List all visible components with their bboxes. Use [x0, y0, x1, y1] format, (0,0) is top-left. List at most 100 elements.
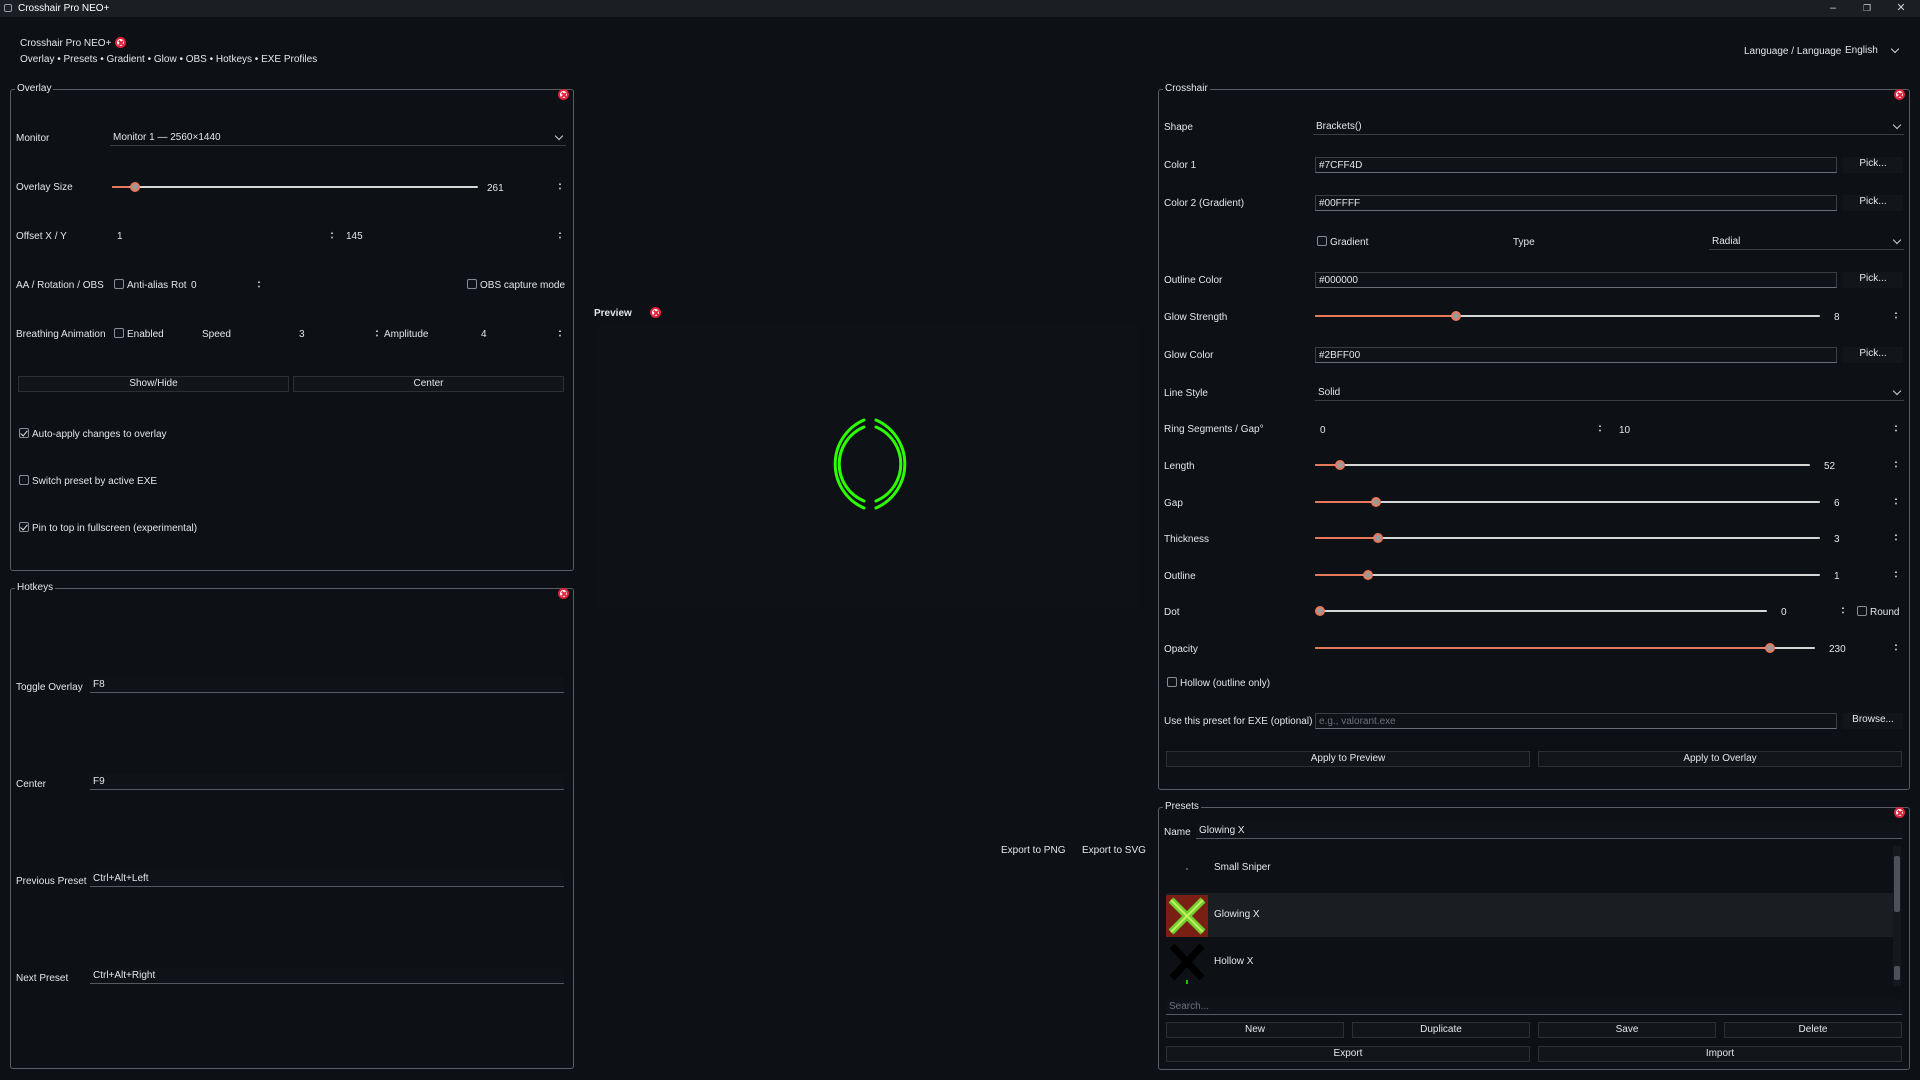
pick-glow-color-button[interactable]: Pick...	[1843, 347, 1903, 363]
preview-canvas	[594, 326, 1138, 608]
dot-spin[interactable]	[1840, 605, 1846, 615]
outline-spin[interactable]	[1893, 569, 1899, 579]
ring-gap-spin[interactable]	[1893, 423, 1899, 433]
speed-spin[interactable]	[374, 328, 380, 338]
thickness-spin[interactable]	[1893, 532, 1899, 542]
pick-outline-color-button[interactable]: Pick...	[1843, 272, 1903, 288]
close-icon[interactable]	[1894, 807, 1905, 818]
rot-label: Rot	[171, 280, 187, 291]
close-icon[interactable]	[558, 588, 569, 599]
ring-segments-value[interactable]: 0	[1320, 425, 1326, 436]
list-item[interactable]: Small Sniper	[1166, 846, 1894, 890]
hotkey-next-preset-input[interactable]: Ctrl+Alt+Right	[90, 968, 564, 984]
hotkey-previous-preset-input[interactable]: Ctrl+Alt+Left	[90, 871, 564, 887]
gradient-checkbox[interactable]	[1317, 236, 1327, 246]
outline-value: 1	[1834, 571, 1840, 582]
ring-segments-spin[interactable]	[1597, 423, 1603, 433]
scrollbar-thumb[interactable]	[1894, 856, 1900, 912]
show-hide-button[interactable]: Show/Hide	[18, 376, 289, 392]
switch-preset-checkbox[interactable]	[19, 475, 29, 485]
ring-label: Ring Segments / Gap°	[1164, 424, 1264, 435]
duplicate-preset-button[interactable]: Duplicate	[1352, 1022, 1530, 1038]
dot-slider[interactable]	[1315, 606, 1767, 616]
thickness-slider[interactable]	[1315, 533, 1820, 543]
offset-x-spin[interactable]	[329, 230, 335, 240]
apply-to-overlay-button[interactable]: Apply to Overlay	[1538, 751, 1902, 767]
shape-select[interactable]: Brackets()	[1313, 119, 1904, 135]
overlay-size-spin[interactable]	[557, 181, 563, 191]
hotkey-label: Next Preset	[16, 973, 69, 984]
apply-to-preview-button[interactable]: Apply to Preview	[1166, 751, 1530, 767]
outline-slider[interactable]	[1315, 570, 1820, 580]
list-item[interactable]: Hollow X	[1166, 940, 1894, 984]
export-svg-button[interactable]: Export to SVG	[1082, 845, 1146, 856]
close-window-button[interactable]: ✕	[1896, 2, 1906, 14]
gap-slider[interactable]	[1315, 497, 1820, 507]
rot-spin[interactable]	[256, 279, 262, 289]
offset-y-value[interactable]: 145	[346, 231, 363, 242]
shape-label: Shape	[1164, 122, 1193, 133]
export-presets-button[interactable]: Export	[1166, 1046, 1530, 1062]
presets-panel-title: Presets	[1163, 801, 1201, 812]
length-value: 52	[1824, 461, 1836, 472]
offset-x-value[interactable]: 1	[117, 231, 123, 242]
length-slider[interactable]	[1315, 460, 1810, 470]
rot-value[interactable]: 0	[191, 280, 197, 291]
glow-strength-slider[interactable]	[1315, 311, 1820, 321]
amplitude-value[interactable]: 4	[481, 329, 487, 340]
close-icon[interactable]	[558, 89, 569, 100]
minimize-button[interactable]: –	[1829, 2, 1837, 14]
pick-color1-button[interactable]: Pick...	[1843, 157, 1903, 173]
pick-color2-button[interactable]: Pick...	[1843, 195, 1903, 211]
line-style-select[interactable]: Solid	[1315, 385, 1904, 401]
round-checkbox[interactable]	[1857, 606, 1867, 616]
antialias-checkbox[interactable]	[114, 279, 124, 289]
hotkey-toggle-overlay-input[interactable]: F8	[90, 677, 564, 693]
hollow-checkbox[interactable]	[1167, 677, 1177, 687]
import-presets-button[interactable]: Import	[1538, 1046, 1902, 1062]
close-icon[interactable]	[649, 307, 661, 318]
speed-value[interactable]: 3	[299, 329, 305, 340]
monitor-value: Monitor 1 — 2560×1440	[113, 132, 221, 143]
obs-capture-checkbox[interactable]	[467, 279, 477, 289]
language-select[interactable]: English	[1842, 43, 1902, 59]
ring-gap-value[interactable]: 10	[1619, 425, 1631, 436]
preset-name-input[interactable]: Glowing X	[1196, 823, 1902, 839]
breathing-enabled-label: Enabled	[127, 329, 164, 340]
glow-strength-spin[interactable]	[1893, 310, 1899, 320]
new-preset-button[interactable]: New	[1166, 1022, 1344, 1038]
close-icon[interactable]	[1894, 89, 1905, 100]
exe-input[interactable]: e.g., valorant.exe	[1315, 713, 1837, 729]
monitor-select[interactable]: Monitor 1 — 2560×1440	[110, 130, 566, 146]
center-button[interactable]: Center	[293, 376, 564, 392]
length-spin[interactable]	[1893, 459, 1899, 469]
browse-button[interactable]: Browse...	[1843, 713, 1903, 729]
preset-list-scrollbar[interactable]	[1893, 846, 1901, 986]
delete-preset-button[interactable]: Delete	[1724, 1022, 1902, 1038]
gap-spin[interactable]	[1893, 496, 1899, 506]
color1-input[interactable]: #7CFF4D	[1315, 157, 1837, 173]
slider-label: Length	[1164, 461, 1195, 472]
close-icon[interactable]	[115, 37, 126, 48]
glow-color-input[interactable]: #2BFF00	[1315, 347, 1837, 363]
opacity-spin[interactable]	[1893, 642, 1899, 652]
maximize-button[interactable]: ❐	[1862, 3, 1872, 13]
gradient-type-select[interactable]: Radial	[1709, 234, 1904, 250]
hotkey-center-input[interactable]: F9	[90, 774, 564, 790]
exe-placeholder: e.g., valorant.exe	[1319, 716, 1396, 727]
pin-top-checkbox[interactable]	[19, 522, 29, 532]
preset-search-input[interactable]: Search...	[1166, 999, 1902, 1015]
outline-color-input[interactable]: #000000	[1315, 272, 1837, 288]
auto-apply-checkbox[interactable]	[19, 428, 29, 438]
scrollbar-thumb[interactable]	[1894, 966, 1900, 980]
list-item[interactable]: Glowing X	[1166, 893, 1894, 937]
opacity-slider[interactable]	[1315, 643, 1815, 653]
color2-input[interactable]: #00FFFF	[1315, 195, 1837, 211]
overlay-size-slider[interactable]	[112, 182, 478, 192]
save-preset-button[interactable]: Save	[1538, 1022, 1716, 1038]
glow-strength-value: 8	[1834, 312, 1840, 323]
breathing-enabled-checkbox[interactable]	[114, 328, 124, 338]
amplitude-spin[interactable]	[557, 328, 563, 338]
offset-y-spin[interactable]	[557, 230, 563, 240]
export-png-button[interactable]: Export to PNG	[1001, 845, 1066, 856]
